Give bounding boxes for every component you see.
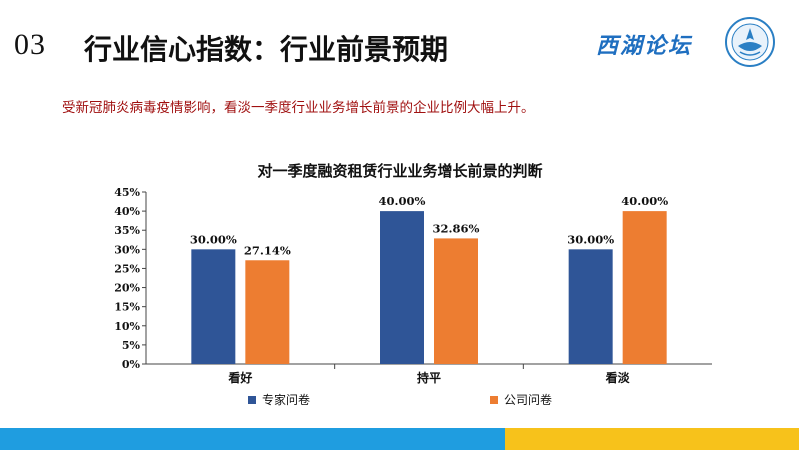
bar-chart: 对一季度融资租赁行业业务增长前景的判断 0% 5% 10% 15% 20% 25% 30% 3…	[114, 162, 712, 407]
y-tick-label: 25%	[114, 262, 140, 275]
slide-title: 行业信心指数：行业前景预期	[84, 33, 449, 66]
bar-1	[568, 249, 613, 364]
y-tick-label: 35%	[114, 224, 140, 237]
data-label: 30.00%	[567, 232, 614, 246]
y-tick-label: 45%	[114, 186, 140, 199]
y-tick-label: 10%	[114, 320, 140, 333]
bar-2	[622, 211, 667, 364]
y-tick-label: 30%	[114, 243, 140, 256]
subtitle-text: 受新冠肺炎病毒疫情影响，看淡一季度行业业务增长前景的企业比例大幅上升。	[62, 100, 535, 116]
x-tick-label: 看好	[228, 370, 252, 385]
forum-logo-icon	[725, 17, 775, 67]
slide-number: 03	[14, 28, 46, 61]
x-tick-label: 持平	[417, 370, 441, 385]
y-tick-label: 5%	[122, 339, 141, 352]
footer-bar-right	[505, 428, 799, 450]
data-label: 30.00%	[190, 232, 237, 246]
brand-name: 西湖论坛	[596, 33, 693, 59]
x-tick-label: 看淡	[606, 370, 631, 385]
chart-title: 对一季度融资租赁行业业务增长前景的判断	[257, 162, 542, 180]
legend-label: 专家问卷	[262, 392, 310, 407]
bar-1	[380, 211, 424, 364]
legend-swatch	[490, 396, 498, 404]
bar-2	[434, 238, 478, 364]
data-label: 40.00%	[379, 194, 426, 208]
data-label: 32.86%	[433, 221, 480, 235]
legend-label: 公司问卷	[504, 392, 552, 407]
data-label: 27.14%	[244, 243, 291, 257]
y-tick-label: 15%	[114, 301, 140, 314]
bar-1	[191, 249, 236, 364]
bar-2	[245, 260, 290, 364]
legend-swatch	[248, 396, 256, 404]
data-label: 40.00%	[621, 194, 668, 208]
footer-bar-left	[0, 428, 505, 450]
y-tick-label: 40%	[114, 205, 140, 218]
y-tick-label: 0%	[122, 358, 141, 371]
y-tick-label: 20%	[114, 282, 140, 295]
